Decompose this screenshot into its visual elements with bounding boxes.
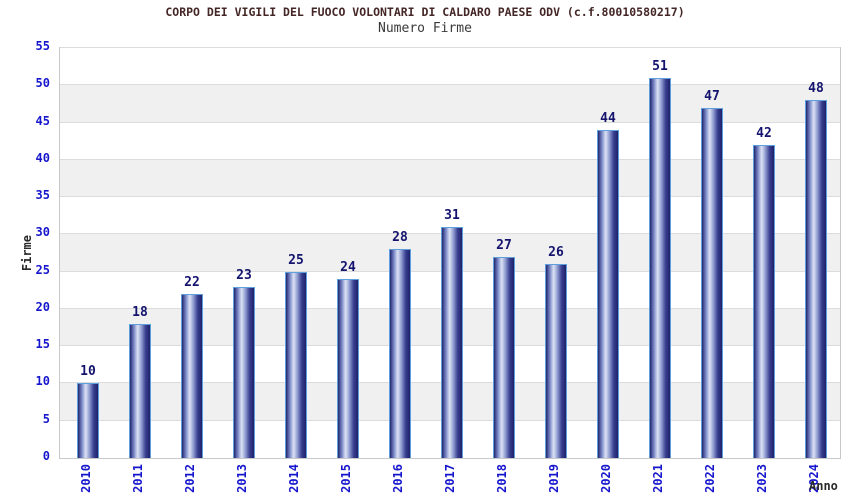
x-tick-label: 2013	[235, 464, 251, 500]
x-tick-label-text: 2012	[183, 464, 197, 493]
x-tick-label-text: 2011	[131, 464, 145, 493]
bar-value-label: 23	[236, 267, 252, 283]
bar-2020	[597, 130, 619, 458]
x-tick-label: 2019	[547, 464, 563, 500]
y-tick-label: 15	[35, 337, 50, 352]
x-tick-label-text: 2015	[339, 464, 353, 493]
plot-area: 10 18 22 23 25 24 28 31 27 26 44 51 47 42 48	[59, 47, 841, 459]
x-tick-label: 2023	[755, 464, 771, 500]
gridline	[60, 121, 840, 123]
bar-2013	[233, 286, 255, 458]
x-tick-label: 2014	[287, 464, 303, 500]
y-tick-label: 10	[35, 374, 50, 389]
bar-2023	[753, 144, 775, 458]
gridline	[60, 196, 840, 198]
plot-band	[60, 123, 840, 160]
bar-2024	[805, 100, 827, 458]
bar-2010	[77, 383, 99, 458]
x-tick-label: 2020	[599, 464, 615, 500]
x-tick-label-text: 2010	[79, 464, 93, 493]
bar-value-label: 44	[600, 111, 616, 126]
x-tick-label-text: 2014	[287, 464, 301, 493]
x-tick-label: 2021	[651, 464, 667, 500]
x-tick-label-text: 2017	[443, 464, 457, 493]
y-tick-label: 50	[35, 76, 50, 91]
x-tick-label: 2022	[703, 464, 719, 500]
y-tick-label: 25	[35, 262, 50, 277]
bar-value-label: 22	[184, 275, 200, 290]
y-tick-label: 55	[35, 39, 50, 53]
bar-value-label: 31	[444, 207, 460, 223]
y-tick-label: 0	[42, 449, 50, 463]
x-tick-label-text: 2022	[703, 464, 717, 493]
x-tick-label-text: 2018	[495, 464, 509, 493]
y-tick-label: 20	[35, 299, 50, 314]
bar-2017	[441, 226, 463, 458]
x-tick-label-text: 2016	[391, 464, 405, 493]
bar-2012	[181, 294, 203, 458]
y-tick-label: 40	[35, 150, 50, 165]
x-tick-label: 2018	[495, 464, 511, 500]
bar-value-label: 10	[80, 364, 96, 380]
bar-value-label: 25	[288, 252, 304, 268]
x-tick-label: 2012	[183, 464, 199, 500]
gridline	[60, 158, 840, 160]
x-tick-label-text: 2013	[235, 464, 249, 493]
x-tick-label-text: 2019	[547, 464, 561, 493]
bar-2021	[649, 77, 671, 458]
bar-2014	[285, 271, 307, 458]
bar-2011	[129, 323, 151, 458]
plot-band	[60, 48, 840, 85]
bar-value-label: 28	[392, 230, 408, 246]
y-tick-label: 30	[35, 225, 50, 240]
x-tick-label: 2010	[79, 464, 95, 500]
bar-2015	[337, 279, 359, 458]
gridline	[60, 84, 840, 86]
chart-title: CORPO DEI VIGILI DEL FUOCO VOLONTARI DI …	[165, 5, 685, 19]
bar-2016	[389, 249, 411, 458]
bar-value-label: 48	[808, 81, 824, 97]
x-tick-label: 2015	[339, 464, 355, 500]
bar-value-label: 24	[340, 260, 356, 276]
bar-value-label: 47	[704, 88, 720, 104]
bar-value-label: 18	[132, 304, 148, 320]
bar-value-label: 51	[652, 58, 668, 74]
x-tick-label-text: 2021	[651, 464, 665, 493]
bar-value-label: 42	[756, 125, 772, 141]
x-tick-label-text: 2023	[755, 464, 769, 493]
bar-value-label: 27	[496, 237, 512, 253]
x-tick-label: 2017	[443, 464, 459, 500]
gridline	[60, 47, 840, 48]
y-tick-label: 45	[35, 113, 50, 128]
x-axis-title: Anno	[809, 479, 838, 493]
x-tick-label: 2016	[391, 464, 407, 500]
x-tick-label-text: 2020	[599, 464, 613, 493]
y-tick-label: 5	[42, 411, 50, 426]
bar-2022	[701, 107, 723, 458]
chart-subtitle: Numero Firme	[378, 21, 472, 36]
plot-band	[60, 159, 840, 198]
bar-2018	[493, 256, 515, 458]
bar-2019	[545, 264, 567, 458]
y-tick-label: 35	[35, 188, 50, 203]
bar-value-label: 26	[548, 245, 564, 261]
x-tick-label: 2011	[131, 464, 147, 500]
